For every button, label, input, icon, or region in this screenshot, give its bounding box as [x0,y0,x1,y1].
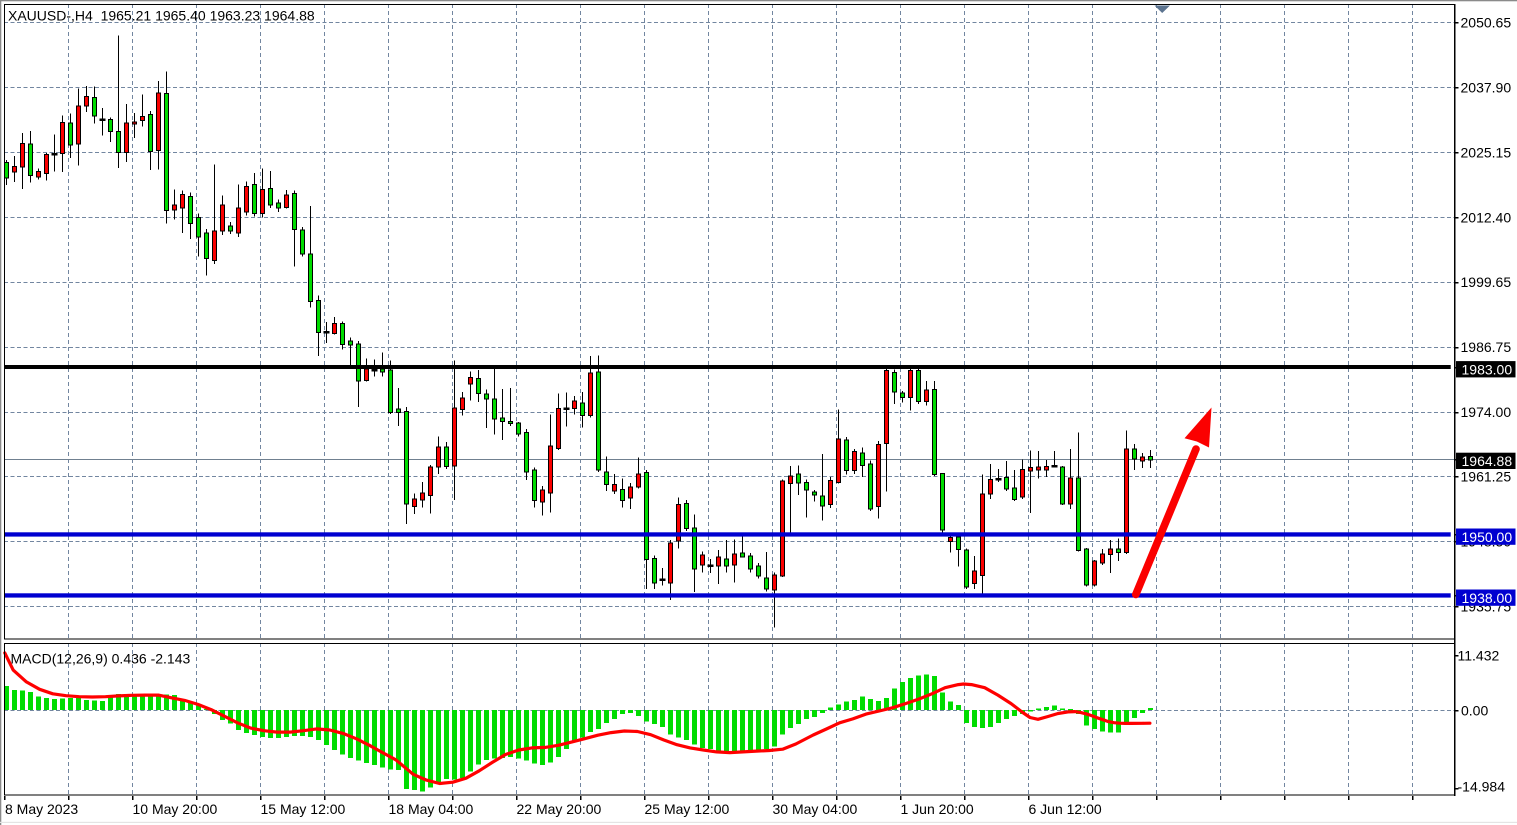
svg-text:2050.65: 2050.65 [1461,15,1512,31]
svg-text:11.432: 11.432 [1458,647,1500,663]
svg-text:1938.00: 1938.00 [1462,590,1513,606]
svg-text:1 Jun 20:00: 1 Jun 20:00 [901,801,974,817]
svg-text:6 Jun 12:00: 6 Jun 12:00 [1029,801,1102,817]
svg-text:XAUUSD-,H4 1965.21 1965.40 19: XAUUSD-,H4 1965.21 1965.40 1963.23 1964.… [8,8,315,24]
svg-text:1961.25: 1961.25 [1461,469,1512,485]
svg-text:0.00: 0.00 [1461,702,1488,718]
svg-text:30 May 04:00: 30 May 04:00 [773,801,858,817]
svg-text:1950.00: 1950.00 [1462,529,1513,545]
svg-text:2025.15: 2025.15 [1461,144,1512,160]
svg-text:18 May 04:00: 18 May 04:00 [389,801,474,817]
svg-text:1983.00: 1983.00 [1462,361,1513,377]
svg-text:1964.88: 1964.88 [1462,453,1513,469]
svg-text:10 May 20:00: 10 May 20:00 [133,801,218,817]
svg-text:1986.75: 1986.75 [1461,339,1512,355]
svg-text:2037.90: 2037.90 [1461,80,1512,96]
svg-text:15 May 12:00: 15 May 12:00 [261,801,346,817]
svg-text:22 May 20:00: 22 May 20:00 [517,801,602,817]
svg-text:8 May 2023: 8 May 2023 [5,801,78,817]
svg-text:-14.984: -14.984 [1458,779,1506,795]
svg-text:1999.65: 1999.65 [1461,274,1512,290]
svg-text:1974.00: 1974.00 [1461,404,1512,420]
svg-text:MACD(12,26,9) 0.436 -2.143: MACD(12,26,9) 0.436 -2.143 [11,651,191,667]
svg-text:2012.40: 2012.40 [1461,209,1512,225]
svg-text:25 May 12:00: 25 May 12:00 [645,801,730,817]
